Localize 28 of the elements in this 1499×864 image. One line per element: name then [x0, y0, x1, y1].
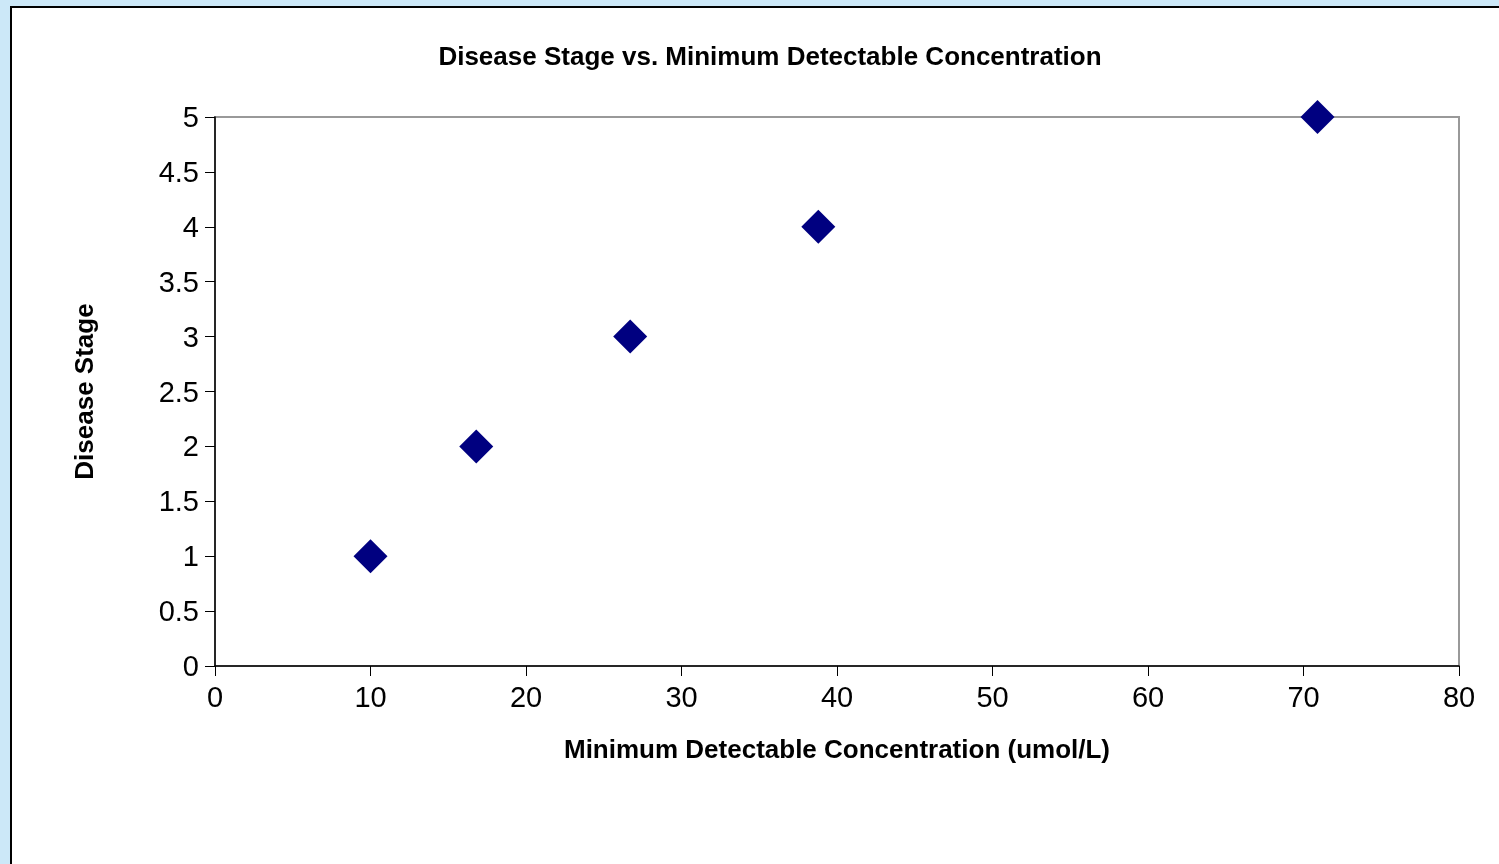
- x-tick-label: 20: [509, 680, 543, 713]
- point: [459, 429, 494, 464]
- x-tick-label: 10: [354, 680, 387, 713]
- y-axis-title: Disease Stage: [69, 303, 99, 480]
- point: [353, 539, 388, 574]
- y-tick-label: 0: [182, 650, 199, 682]
- x-tick-label: 40: [820, 680, 854, 713]
- point: [613, 319, 648, 354]
- x-tick-label: 70: [1287, 680, 1320, 713]
- y-tick-label: 1: [182, 540, 199, 573]
- x-tick-label: 60: [1131, 680, 1165, 713]
- x-tick-label: 50: [976, 680, 1009, 713]
- y-tick-label: 2: [182, 430, 199, 463]
- point: [1300, 100, 1335, 134]
- y-tick-label: 0.5: [158, 595, 199, 628]
- y-tick-label: 2.5: [158, 375, 199, 408]
- point: [801, 209, 836, 244]
- chart-title: Disease Stage vs. Minimum Detectable Concentration: [438, 41, 1102, 71]
- y-tick-label: 3: [182, 320, 199, 353]
- x-tick-label: 30: [665, 680, 698, 713]
- y-tick-label: 4: [182, 210, 199, 243]
- x-tick-label: 0: [206, 680, 224, 713]
- x-tick-label: 80: [1442, 680, 1476, 713]
- y-tick-label: 3.5: [158, 265, 199, 298]
- y-tick-label: 1.5: [158, 485, 199, 518]
- y-tick-label: 5: [182, 101, 199, 133]
- y-tick-label: 4.5: [158, 155, 199, 188]
- x-axis-title: Minimum Detectable Concentration (umol/L): [563, 734, 1111, 764]
